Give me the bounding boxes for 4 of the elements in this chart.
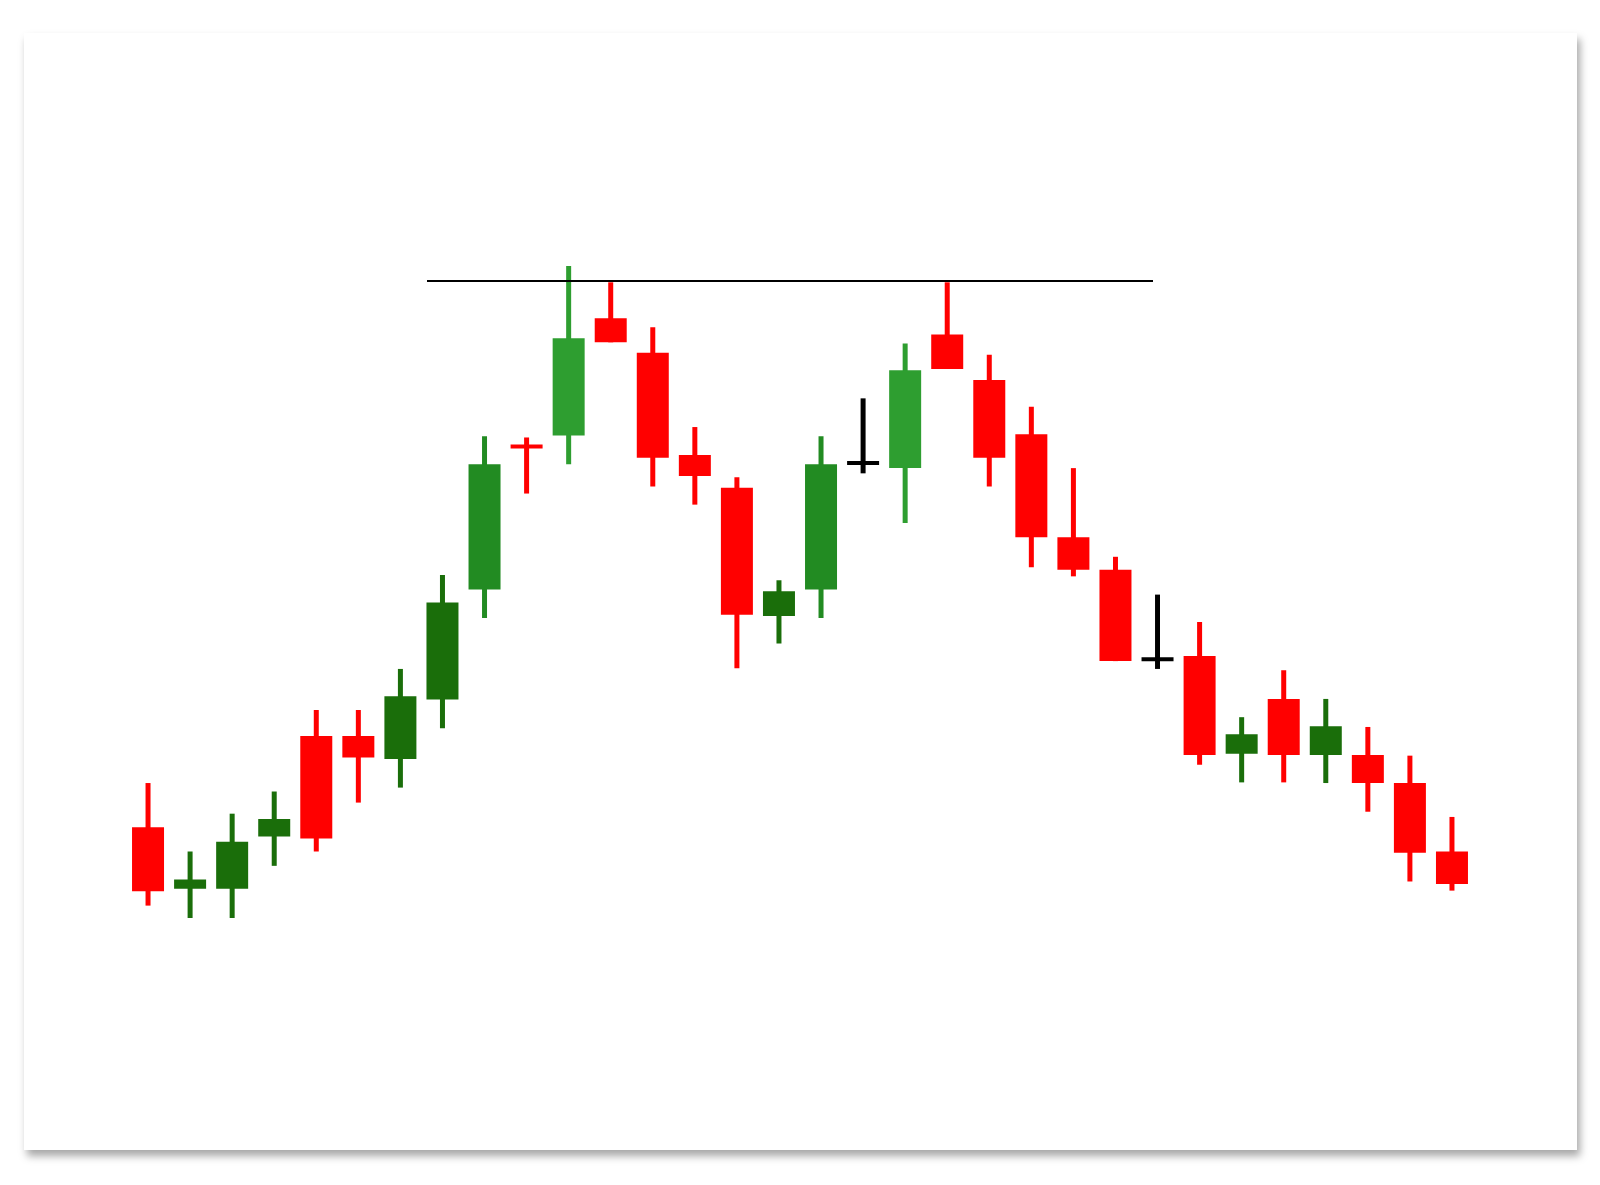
candlestick [174,851,207,918]
candlestick [510,437,543,494]
candlestick [1141,594,1174,669]
candlestick [847,398,880,474]
